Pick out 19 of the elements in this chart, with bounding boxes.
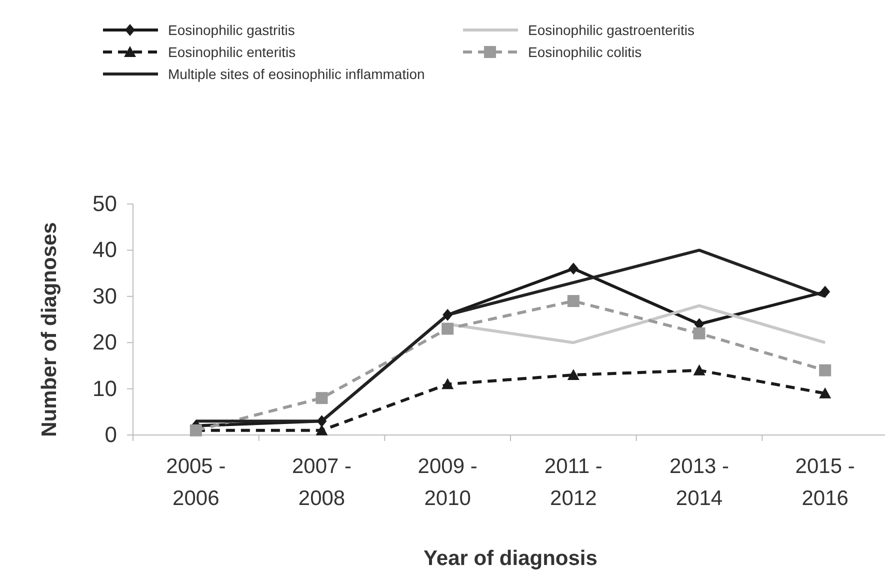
y-tick-label: 10 <box>92 376 117 401</box>
x-axis-title: Year of diagnosis <box>424 547 598 570</box>
x-tick-label: 2013 - 2014 <box>669 455 730 510</box>
y-tick-label: 0 <box>104 422 117 447</box>
legend-label: Eosinophilic gastritis <box>168 22 295 38</box>
y-tick-label: 50 <box>92 191 117 216</box>
legend-label: Eosinophilic colitis <box>528 44 642 60</box>
y-axis-title: Number of diagnoses <box>38 222 61 437</box>
x-tick-label: 2011 - 2012 <box>544 455 602 510</box>
y-tick-label: 40 <box>92 237 117 262</box>
legend-label: Multiple sites of eosinophilic inflammation <box>168 66 425 82</box>
x-tick-label: 2005 - 2006 <box>166 455 226 510</box>
x-tick-label: 2007 - 2008 <box>292 455 352 510</box>
x-tick-label: 2015 - 2016 <box>795 455 855 510</box>
y-tick-label: 30 <box>92 283 117 308</box>
legend-label: Eosinophilic gastroenteritis <box>528 22 695 38</box>
legend-label: Eosinophilic enteritis <box>168 44 296 60</box>
x-tick-label: 2009 - 2010 <box>418 455 478 510</box>
y-tick-label: 20 <box>92 330 117 355</box>
